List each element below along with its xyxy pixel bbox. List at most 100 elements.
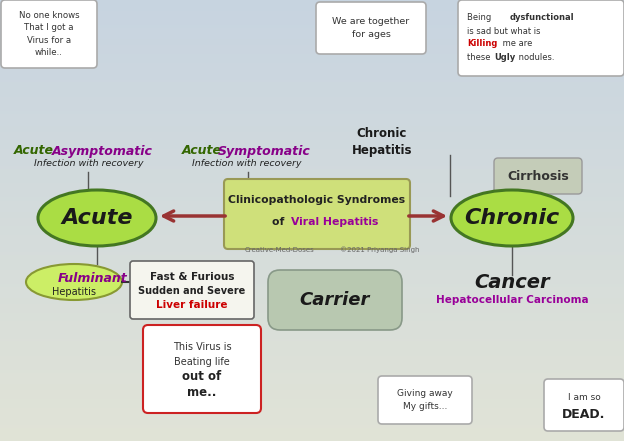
Bar [0,426,624,427]
Bar [0,414,624,415]
Bar [0,288,624,289]
Bar [0,239,624,240]
Bar [0,278,624,279]
Bar [0,240,624,241]
Bar [0,327,624,328]
Bar [0,351,624,352]
Bar [0,80,624,81]
Bar [0,400,624,401]
Bar [0,24,624,25]
FancyBboxPatch shape [268,270,402,330]
Text: Beating life: Beating life [174,357,230,367]
Bar [0,413,624,414]
Bar [0,143,624,144]
Bar [0,134,624,135]
Bar [0,315,624,316]
Bar [0,410,624,411]
Bar [0,392,624,393]
Bar [0,330,624,331]
Bar [0,262,624,263]
Bar [0,205,624,206]
Bar [0,3,624,4]
Bar [0,181,624,182]
Bar [0,361,624,362]
Bar [0,323,624,324]
Bar [0,23,624,24]
Bar [0,42,624,43]
Bar [0,89,624,90]
Bar [0,253,624,254]
Bar [0,73,624,74]
Bar [0,199,624,200]
Bar [0,33,624,34]
Bar [0,57,624,58]
Bar [0,170,624,171]
Bar [0,325,624,326]
Bar [0,374,624,375]
Bar [0,104,624,105]
Bar [0,221,624,222]
Bar [0,339,624,340]
Bar [0,50,624,51]
Text: Symptomatic: Symptomatic [218,145,311,157]
Bar [0,180,624,181]
Bar [0,207,624,208]
Bar [0,108,624,109]
Bar [0,416,624,417]
Bar [0,298,624,299]
Bar [0,363,624,364]
Bar [0,99,624,100]
Bar [0,393,624,394]
Bar [0,255,624,256]
Text: Infection with recovery: Infection with recovery [192,160,301,168]
Bar [0,320,624,321]
Bar [0,246,624,247]
Bar [0,241,624,242]
Text: Giving away
My gifts...: Giving away My gifts... [397,389,453,411]
Bar [0,106,624,107]
Bar [0,183,624,184]
Bar [0,313,624,314]
Bar [0,119,624,120]
Bar [0,49,624,50]
Bar [0,16,624,17]
Bar [0,418,624,419]
Text: No one knows
That I got a
Virus for a
while..: No one knows That I got a Virus for a wh… [19,11,79,57]
Bar [0,197,624,198]
Bar [0,435,624,436]
Bar [0,48,624,49]
Bar [0,132,624,133]
Text: Being: Being [467,14,494,22]
Bar [0,386,624,387]
Bar [0,198,624,199]
Bar [0,238,624,239]
Bar [0,314,624,315]
Bar [0,69,624,70]
Bar [0,369,624,370]
Bar [0,46,624,47]
Bar [0,140,624,141]
Bar [0,332,624,333]
Bar [0,353,624,354]
Bar [0,367,624,368]
Bar [0,383,624,384]
Bar [0,173,624,174]
Bar [0,324,624,325]
Bar [0,408,624,409]
Bar [0,116,624,117]
Bar [0,66,624,67]
Bar [0,68,624,69]
Bar [0,276,624,277]
Bar [0,295,624,296]
Bar [0,252,624,253]
Bar [0,109,624,110]
Bar [0,280,624,281]
Bar [0,401,624,402]
Bar [0,94,624,95]
Bar [0,269,624,270]
Bar [0,431,624,432]
Bar [0,218,624,219]
Bar [0,174,624,175]
Bar [0,28,624,29]
Bar [0,366,624,367]
